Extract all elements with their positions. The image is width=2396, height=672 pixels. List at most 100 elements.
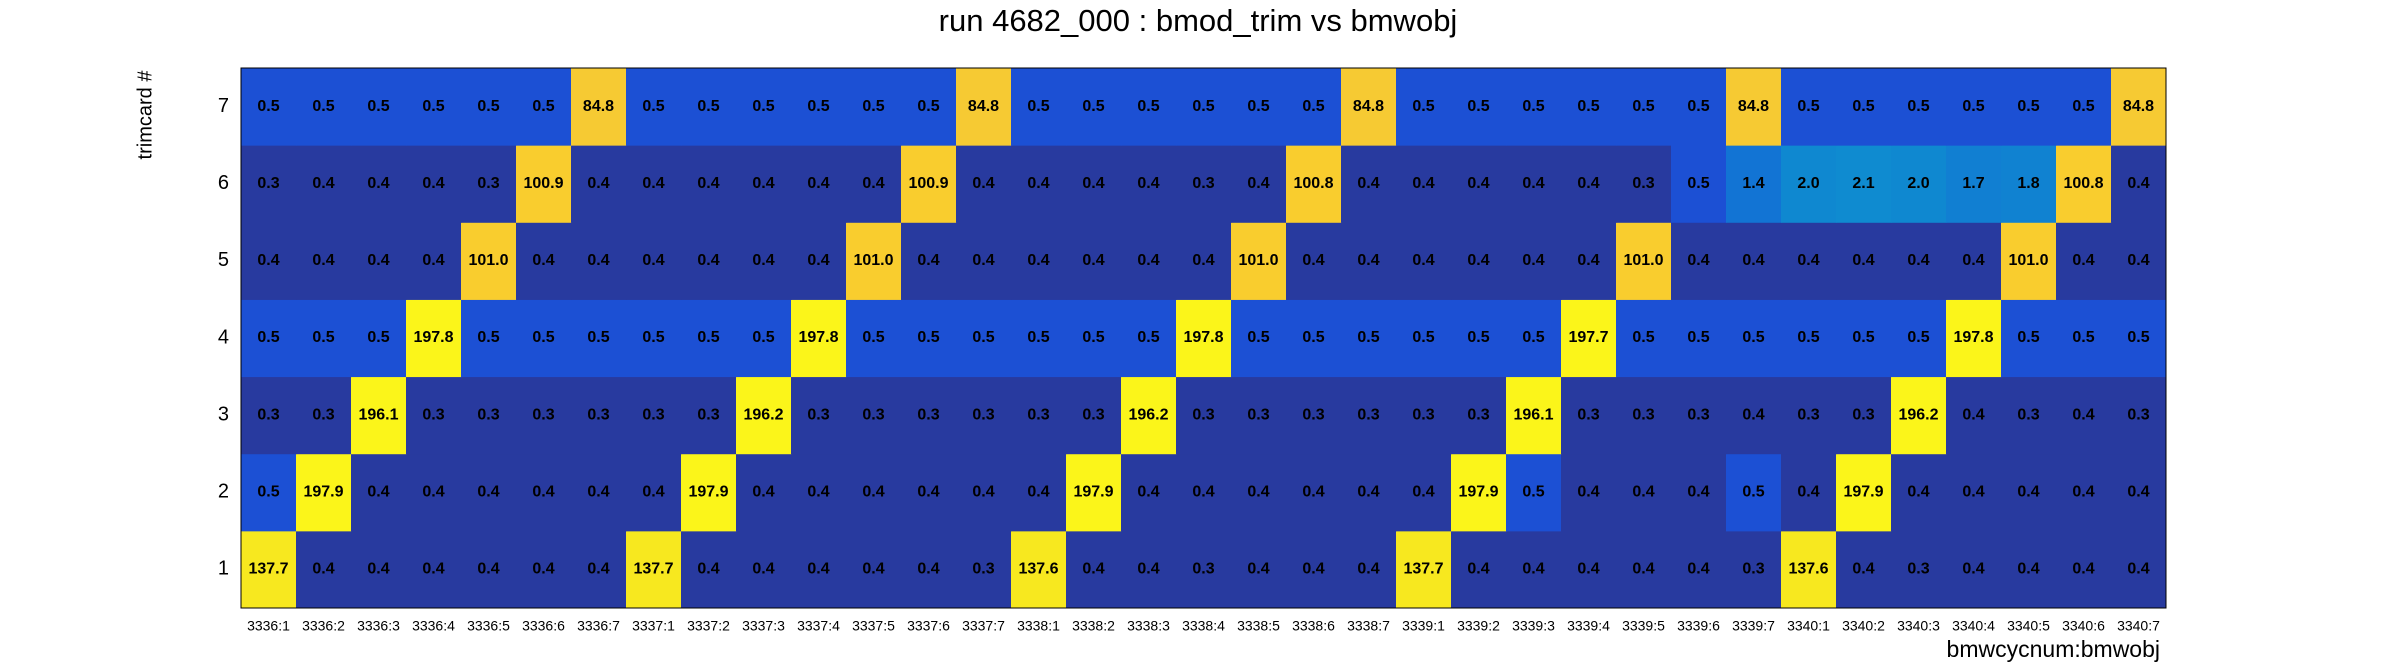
heatmap-cell	[1176, 453, 1232, 532]
cell-label: 0.4	[752, 484, 774, 501]
heatmap-cell	[296, 530, 352, 609]
cell-label: 0.4	[1082, 252, 1104, 269]
heatmap-cell	[956, 530, 1012, 609]
heatmap-cell	[516, 299, 572, 378]
cell-label: 0.4	[917, 561, 939, 578]
heatmap-cell	[1341, 222, 1397, 300]
heatmap-cell	[461, 68, 517, 146]
cell-label: 0.4	[422, 561, 444, 578]
y-axis-label: trimcard #	[134, 70, 156, 160]
cell-label: 0.4	[1687, 484, 1709, 501]
cell-label: 0.4	[2127, 484, 2149, 501]
cell-label: 1.8	[2017, 175, 2039, 192]
y-tick-label: 5	[218, 249, 229, 271]
y-tick-label: 7	[218, 95, 229, 117]
heatmap-cell	[1286, 145, 1342, 223]
cell-label: 0.5	[807, 98, 829, 115]
cell-label: 0.4	[532, 561, 554, 578]
heatmap-cell	[1616, 453, 1672, 532]
heatmap-cell	[516, 376, 572, 455]
cell-label: 197.9	[303, 484, 343, 501]
heatmap-cell	[1121, 530, 1177, 609]
heatmap-cell	[1891, 453, 1947, 532]
heatmap-cell	[461, 222, 517, 300]
cell-label: 0.4	[1082, 175, 1104, 192]
cell-label: 0.3	[1632, 175, 1654, 192]
heatmap-cell	[296, 299, 352, 378]
cell-label: 0.4	[1742, 252, 1764, 269]
cell-label: 0.4	[642, 175, 664, 192]
cell-label: 137.7	[1403, 561, 1443, 578]
heatmap-cell	[351, 299, 407, 378]
cell-label: 0.5	[1962, 98, 1984, 115]
heatmap-cell	[1341, 453, 1397, 532]
cell-label: 0.5	[2017, 98, 2039, 115]
heatmap-cell	[736, 222, 792, 300]
x-tick-label: 3339:1	[1402, 618, 1445, 634]
y-tick-label: 2	[218, 481, 229, 503]
cell-label: 0.3	[587, 406, 609, 423]
cell-label: 0.5	[862, 329, 884, 346]
heatmap-cell	[1396, 299, 1452, 378]
heatmap-cell	[846, 530, 902, 609]
cell-label: 0.5	[1522, 329, 1544, 346]
heatmap-cell	[1176, 222, 1232, 300]
heatmap-cell	[1341, 68, 1397, 146]
cell-label: 0.4	[1467, 252, 1489, 269]
cell-label: 0.4	[1302, 252, 1324, 269]
cell-label: 0.5	[2072, 329, 2094, 346]
cell-label: 0.4	[587, 561, 609, 578]
x-tick-label: 3340:7	[2117, 618, 2160, 634]
heatmap-cell	[956, 222, 1012, 300]
heatmap-cell	[681, 530, 737, 609]
cell-label: 1.4	[1742, 175, 1764, 192]
cell-label: 0.5	[312, 98, 334, 115]
cell-label: 0.4	[312, 175, 334, 192]
heatmap-cell	[1561, 299, 1617, 378]
heatmap-cell	[296, 376, 352, 455]
heatmap-cell	[1836, 299, 1892, 378]
heatmap-cell	[846, 222, 902, 300]
heatmap-cell	[791, 453, 847, 532]
heatmap-cell	[956, 299, 1012, 378]
x-tick-label: 3336:4	[412, 618, 455, 634]
heatmap-cell	[1781, 376, 1837, 455]
heatmap-cell	[516, 453, 572, 532]
cell-label: 0.5	[1522, 98, 1544, 115]
heatmap-cell	[1726, 530, 1782, 609]
cell-label: 0.3	[2017, 406, 2039, 423]
cell-label: 0.4	[1467, 561, 1489, 578]
heatmap-cell	[1506, 299, 1562, 378]
cell-label: 0.3	[257, 175, 279, 192]
heatmap-cell	[791, 68, 847, 146]
heatmap-cell	[956, 68, 1012, 146]
heatmap-cell	[1506, 68, 1562, 146]
x-tick-label: 3340:6	[2062, 618, 2105, 634]
cell-label: 0.4	[2072, 561, 2094, 578]
cell-label: 0.4	[1247, 561, 1269, 578]
cell-label: 0.5	[2017, 329, 2039, 346]
x-tick-label: 3336:3	[357, 618, 400, 634]
cell-label: 0.5	[642, 329, 664, 346]
heatmap-cell	[1616, 222, 1672, 300]
heatmap-cell	[1781, 222, 1837, 300]
heatmap-cell	[1451, 68, 1507, 146]
cell-label: 100.8	[1293, 175, 1333, 192]
heatmap-cell	[571, 530, 627, 609]
cell-label: 0.4	[972, 484, 994, 501]
heatmap-cell	[1396, 530, 1452, 609]
cell-label: 0.4	[697, 252, 719, 269]
heatmap-cell	[1011, 376, 1067, 455]
heatmap-cell	[1121, 145, 1177, 223]
heatmap-cell	[1286, 376, 1342, 455]
x-tick-label: 3338:7	[1347, 618, 1390, 634]
heatmap-cell	[1451, 299, 1507, 378]
cell-label: 0.4	[1357, 561, 1379, 578]
heatmap-cell	[1286, 453, 1342, 532]
cell-label: 0.3	[1797, 406, 1819, 423]
heatmap-cell	[1561, 68, 1617, 146]
heatmap-cell	[681, 376, 737, 455]
cell-label: 0.5	[1577, 98, 1599, 115]
heatmap-cell	[1561, 530, 1617, 609]
heatmap-cell	[1836, 453, 1892, 532]
